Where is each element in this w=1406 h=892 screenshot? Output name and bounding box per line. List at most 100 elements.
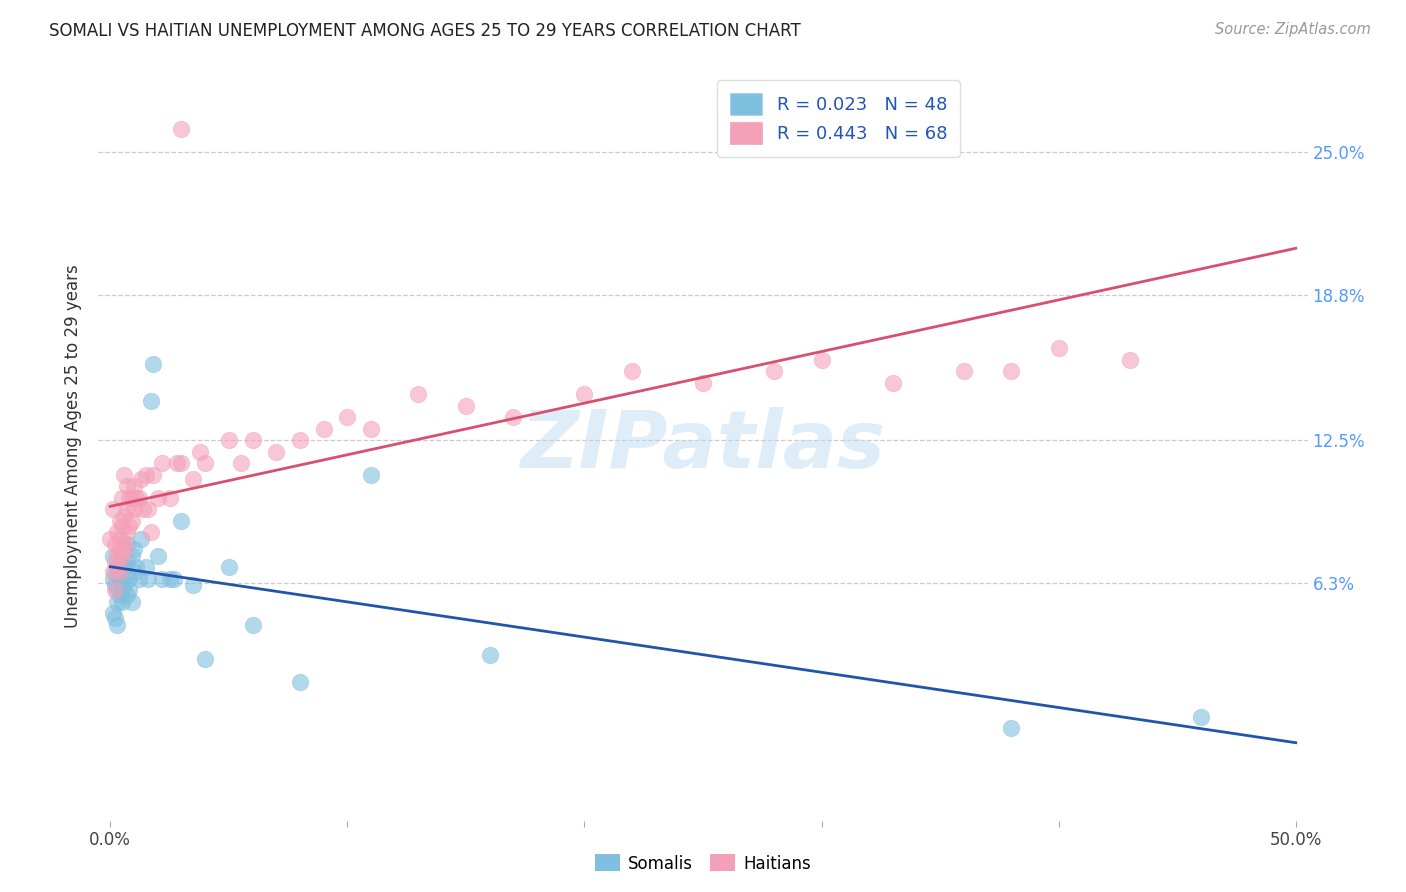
- Point: [108, 565, 131, 579]
- Point: [1119, 352, 1142, 367]
- Point: [122, 565, 145, 579]
- Point: [360, 422, 382, 436]
- Point: [104, 611, 127, 625]
- Point: [111, 594, 134, 608]
- Point: [104, 556, 127, 570]
- Point: [159, 572, 181, 586]
- Point: [115, 525, 138, 540]
- Point: [170, 122, 193, 136]
- Point: [121, 514, 143, 528]
- Point: [142, 467, 165, 482]
- Point: [1000, 722, 1022, 736]
- Point: [118, 518, 141, 533]
- Point: [114, 537, 136, 551]
- Point: [101, 565, 124, 579]
- Point: [108, 572, 131, 586]
- Point: [478, 648, 501, 662]
- Point: [181, 578, 204, 592]
- Point: [129, 533, 152, 547]
- Point: [166, 456, 188, 470]
- Point: [108, 556, 131, 570]
- Point: [104, 583, 127, 598]
- Point: [146, 549, 169, 563]
- Point: [128, 491, 150, 505]
- Text: Source: ZipAtlas.com: Source: ZipAtlas.com: [1215, 22, 1371, 37]
- Point: [360, 467, 382, 482]
- Point: [194, 456, 217, 470]
- Point: [111, 572, 134, 586]
- Point: [108, 514, 131, 528]
- Point: [108, 588, 131, 602]
- Point: [101, 572, 124, 586]
- Point: [135, 467, 157, 482]
- Text: ZIPatlas: ZIPatlas: [520, 407, 886, 485]
- Point: [105, 583, 128, 598]
- Point: [810, 352, 832, 367]
- Point: [115, 479, 138, 493]
- Point: [142, 357, 165, 371]
- Point: [1047, 341, 1070, 355]
- Point: [135, 560, 157, 574]
- Point: [132, 502, 155, 516]
- Point: [101, 549, 124, 563]
- Point: [104, 578, 127, 592]
- Point: [1189, 710, 1212, 724]
- Point: [105, 549, 128, 563]
- Point: [128, 572, 150, 586]
- Point: [118, 572, 141, 586]
- Point: [288, 434, 311, 448]
- Point: [111, 518, 134, 533]
- Point: [502, 410, 524, 425]
- Point: [163, 572, 186, 586]
- Point: [242, 617, 264, 632]
- Point: [121, 594, 143, 608]
- Y-axis label: Unemployment Among Ages 25 to 29 years: Unemployment Among Ages 25 to 29 years: [65, 264, 83, 628]
- Point: [194, 652, 217, 666]
- Point: [105, 617, 128, 632]
- Legend: R = 0.023   N = 48, R = 0.443   N = 68: R = 0.023 N = 48, R = 0.443 N = 68: [717, 80, 960, 157]
- Point: [125, 491, 148, 505]
- Point: [264, 444, 287, 458]
- Point: [139, 394, 162, 409]
- Point: [115, 588, 138, 602]
- Point: [105, 560, 128, 574]
- Point: [122, 502, 145, 516]
- Point: [218, 560, 240, 574]
- Point: [118, 491, 141, 505]
- Point: [125, 560, 148, 574]
- Point: [229, 456, 252, 470]
- Point: [115, 556, 138, 570]
- Point: [170, 514, 193, 528]
- Point: [115, 537, 138, 551]
- Point: [181, 472, 204, 486]
- Point: [146, 491, 169, 505]
- Point: [114, 467, 136, 482]
- Point: [152, 572, 174, 586]
- Point: [692, 376, 714, 390]
- Point: [115, 502, 138, 516]
- Point: [101, 502, 124, 516]
- Point: [108, 533, 131, 547]
- Point: [98, 533, 121, 547]
- Point: [620, 364, 643, 378]
- Point: [408, 387, 430, 401]
- Point: [454, 399, 477, 413]
- Point: [190, 444, 212, 458]
- Point: [122, 541, 145, 556]
- Text: SOMALI VS HAITIAN UNEMPLOYMENT AMONG AGES 25 TO 29 YEARS CORRELATION CHART: SOMALI VS HAITIAN UNEMPLOYMENT AMONG AGE…: [49, 22, 801, 40]
- Point: [121, 491, 143, 505]
- Point: [242, 434, 264, 448]
- Point: [114, 509, 136, 524]
- Point: [574, 387, 596, 401]
- Point: [312, 422, 335, 436]
- Point: [111, 491, 134, 505]
- Point: [121, 549, 143, 563]
- Point: [952, 364, 974, 378]
- Point: [1000, 364, 1022, 378]
- Point: [118, 583, 141, 598]
- Point: [108, 541, 131, 556]
- Point: [170, 456, 193, 470]
- Point: [159, 491, 181, 505]
- Point: [114, 578, 136, 592]
- Point: [136, 572, 159, 586]
